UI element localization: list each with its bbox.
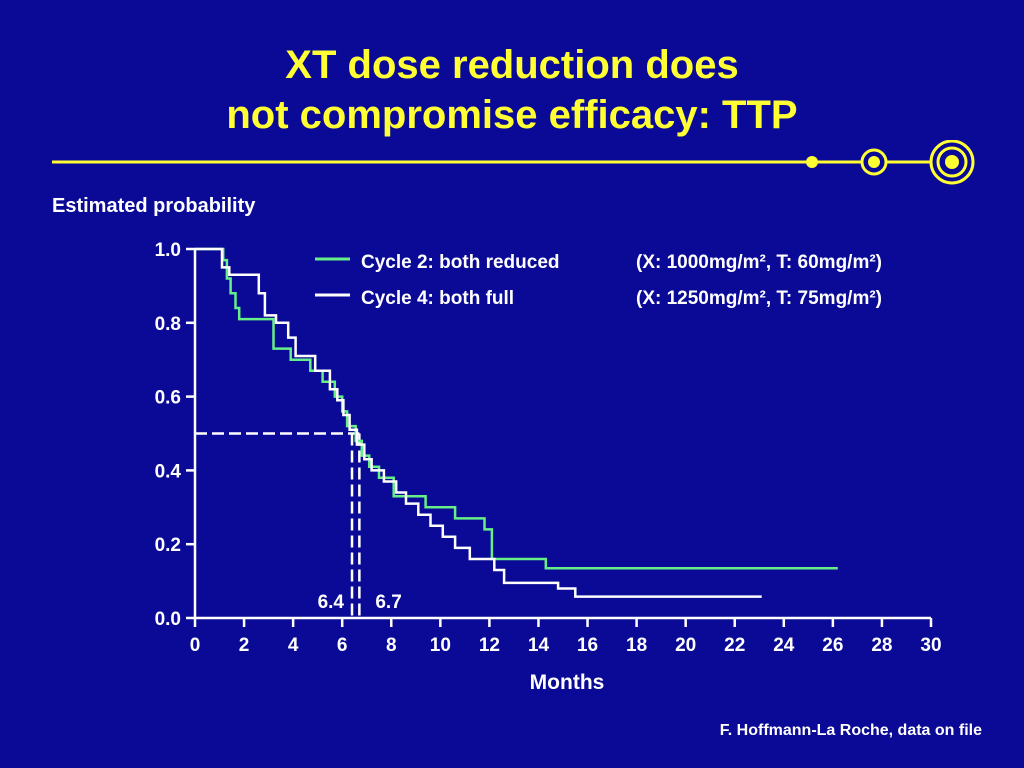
x-tick-label: 30 <box>920 635 941 656</box>
median-label: 6.7 <box>375 592 401 613</box>
title-line-2: not compromise efficacy: TTP <box>226 93 798 137</box>
x-tick-label: 26 <box>822 635 843 656</box>
y-tick-label: 0.8 <box>155 314 181 335</box>
y-axis-label: Estimated probability <box>52 195 256 217</box>
series-line-cycle4-full <box>195 247 762 598</box>
x-tick-label: 4 <box>288 635 299 656</box>
legend-entry-dose: (X: 1000mg/m², T: 60mg/m²) <box>636 252 882 273</box>
x-tick-label: 6 <box>337 635 348 656</box>
decor-target-center <box>945 155 959 169</box>
title-line-1: XT dose reduction does <box>285 43 739 87</box>
y-tick-label: 1.0 <box>155 240 181 261</box>
decor-ring-small-center <box>868 156 880 168</box>
title-underline-decoration <box>52 140 975 185</box>
x-tick-label: 10 <box>430 635 451 656</box>
x-tick-label: 14 <box>528 635 550 656</box>
x-tick-label: 22 <box>724 635 745 656</box>
decor-target-middle <box>936 146 968 178</box>
y-tick-label: 0.2 <box>155 535 181 556</box>
x-tick-label: 20 <box>675 635 696 656</box>
x-tick-label: 24 <box>773 635 795 656</box>
source-credit: F. Hoffmann-La Roche, data on file <box>719 722 982 739</box>
decor-dot <box>806 156 818 168</box>
y-tick-label: 0.4 <box>155 461 182 482</box>
slide-title: XT dose reduction does not compromise ef… <box>0 40 1024 140</box>
legend-entry-dose: (X: 1250mg/m², T: 75mg/m²) <box>636 288 882 309</box>
y-tick-label: 0.0 <box>155 609 181 630</box>
x-tick-label: 16 <box>577 635 598 656</box>
x-tick-label: 8 <box>386 635 397 656</box>
x-axis-label: Months <box>530 671 605 694</box>
x-tick-label: 0 <box>190 635 201 656</box>
legend-entry-name: Cycle 2: both reduced <box>361 252 560 273</box>
y-tick-label: 0.6 <box>155 388 181 409</box>
x-tick-label: 28 <box>871 635 892 656</box>
median-label: 6.4 <box>318 592 345 613</box>
legend-entry-name: Cycle 4: both full <box>361 288 514 309</box>
x-tick-label: 12 <box>479 635 500 656</box>
x-tick-label: 2 <box>239 635 250 656</box>
x-tick-label: 18 <box>626 635 647 656</box>
